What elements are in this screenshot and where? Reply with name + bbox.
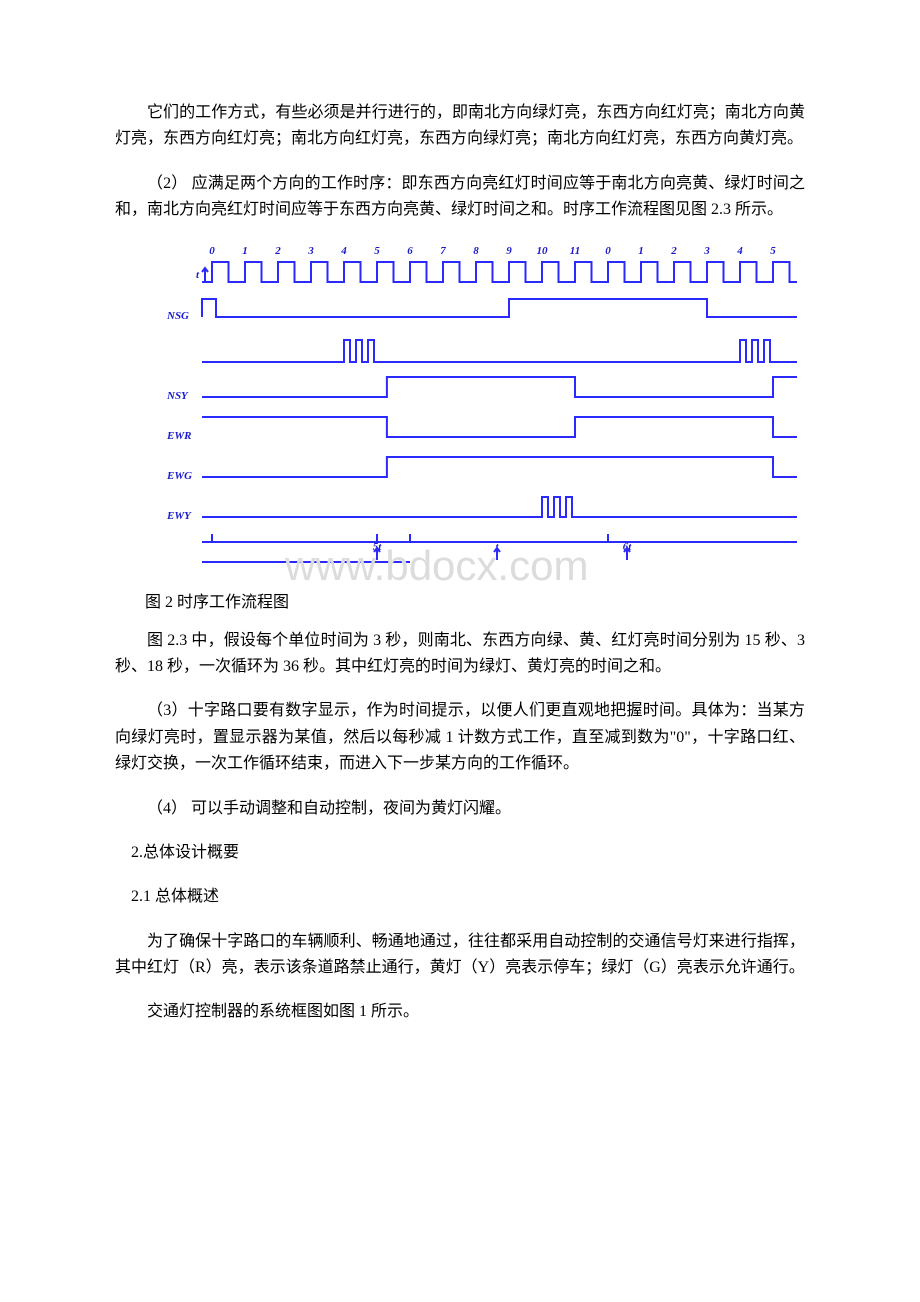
svg-text:7: 7 [440, 245, 446, 257]
paragraph-2: （2） 应满足两个方向的工作时序：即东西方向亮红灯时间应等于南北方向亮黄、绿灯时… [115, 171, 805, 224]
svg-text:3: 3 [307, 245, 314, 257]
svg-text:5: 5 [374, 245, 380, 257]
svg-text:9: 9 [506, 245, 512, 257]
svg-text:8: 8 [473, 245, 479, 257]
svg-text:0: 0 [209, 245, 215, 257]
paragraph-1: 它们的工作方式，有些必须是并行进行的，即南北方向绿灯亮，东西方向红灯亮；南北方向… [115, 100, 805, 153]
svg-text:2: 2 [670, 245, 677, 257]
svg-text:4: 4 [736, 245, 743, 257]
svg-text:NSG: NSG [166, 310, 189, 322]
timing-chart: 012345678910110123456tNSGNSYEWREWGEWY5tt… [147, 242, 797, 577]
heading-2: 2.总体设计概要 [115, 840, 805, 866]
paragraph-3: 图 2.3 中，假设每个单位时间为 3 秒，则南北、东西方向绿、黄、红灯亮时间分… [115, 628, 805, 681]
paragraph-8: 为了确保十字路口的车辆顺利、畅通地通过，往往都采用自动控制的交通信号灯来进行指挥… [115, 929, 805, 982]
svg-text:1: 1 [638, 245, 644, 257]
svg-text:1: 1 [242, 245, 248, 257]
svg-text:EWY: EWY [166, 510, 192, 522]
svg-text:11: 11 [570, 245, 580, 257]
svg-text:NSY: NSY [166, 390, 189, 402]
heading-2-1: 2.1 总体概述 [115, 884, 805, 910]
svg-text:10: 10 [537, 245, 549, 257]
svg-text:2: 2 [274, 245, 281, 257]
paragraph-4: （3）十字路口要有数字显示，作为时间提示，以便人们更直观地把握时间。具体为：当某… [115, 698, 805, 777]
svg-text:5: 5 [770, 245, 776, 257]
svg-text:EWR: EWR [166, 430, 191, 442]
svg-text:EWG: EWG [166, 470, 192, 482]
svg-text:4: 4 [340, 245, 347, 257]
figure-caption: 图 2 时序工作流程图 [145, 588, 805, 612]
timing-chart-container: 012345678910110123456tNSGNSYEWREWGEWY5tt… [115, 242, 805, 612]
svg-text:0: 0 [605, 245, 611, 257]
svg-text:6: 6 [407, 245, 413, 257]
svg-text:3: 3 [703, 245, 710, 257]
svg-text:t: t [196, 269, 200, 281]
paragraph-5: （4） 可以手动调整和自动控制，夜间为黄灯闪耀。 [115, 796, 805, 822]
paragraph-9: 交通灯控制器的系统框图如图 1 所示。 [115, 999, 805, 1025]
